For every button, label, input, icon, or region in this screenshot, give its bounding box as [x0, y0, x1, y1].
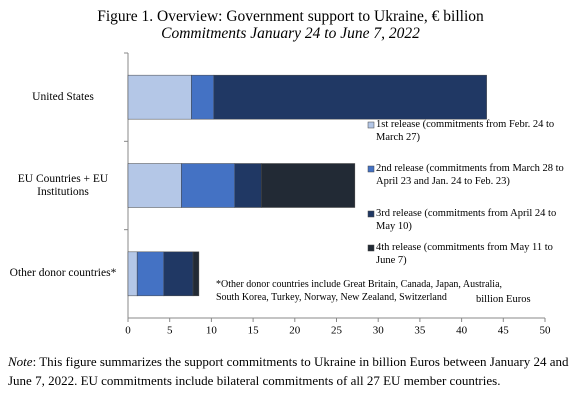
- legend-swatch: [367, 210, 375, 218]
- x-tick-label: 50: [540, 325, 552, 337]
- y-tick-label: EU Countries + EU Institutions: [17, 172, 109, 198]
- x-tick-label: 0: [125, 325, 131, 337]
- x-tick-label: 20: [289, 325, 301, 337]
- legend-label: 4th release (commitments from May 11 to …: [376, 242, 553, 266]
- legend-swatch: [367, 244, 375, 252]
- bar-segment: [127, 74, 192, 120]
- legend-label: 1st release (commitments from Febr. 24 t…: [376, 119, 555, 143]
- bar-segment: [234, 163, 262, 208]
- legend-label: 3rd release (commitments from April 24 t…: [376, 208, 557, 232]
- note-text: : This figure summarizes the support com…: [8, 354, 569, 388]
- legend-swatch: [367, 165, 375, 173]
- bar-segment: [136, 251, 165, 297]
- x-tick-label: 45: [498, 325, 510, 337]
- x-tick-label: 10: [206, 325, 218, 337]
- annotation: *Other donor countries include Great Bri…: [216, 279, 503, 303]
- bar-segment: [261, 163, 356, 208]
- bar-segment: [163, 251, 194, 297]
- x-tick-label: 30: [373, 325, 385, 337]
- x-tick-label: 5: [167, 325, 173, 337]
- x-axis-label: billion Euros: [476, 294, 531, 305]
- x-tick-label: 15: [248, 325, 260, 337]
- legend-label: 2nd release (commitments from March 28 t…: [376, 163, 564, 187]
- bar-segment: [127, 163, 182, 208]
- bar-segment: [127, 251, 138, 297]
- bar-segment: [192, 251, 200, 297]
- legend-swatch: [367, 121, 375, 129]
- x-tick-label: 25: [331, 325, 343, 337]
- note: Note: This figure summarizes the support…: [8, 352, 576, 390]
- bar-segment: [181, 163, 236, 208]
- x-tick-label: 35: [414, 325, 426, 337]
- note-label: Note: [8, 354, 33, 369]
- chart-subtitle: Commitments January 24 to June 7, 2022: [161, 25, 420, 42]
- chart-title: Figure 1. Overview: Government support t…: [97, 8, 484, 25]
- y-tick-label: Other donor countries*: [9, 267, 117, 280]
- x-tick-label: 40: [456, 325, 468, 337]
- bar-segment: [191, 74, 215, 120]
- y-tick-label: United States: [32, 90, 94, 103]
- bar-segment: [213, 74, 487, 120]
